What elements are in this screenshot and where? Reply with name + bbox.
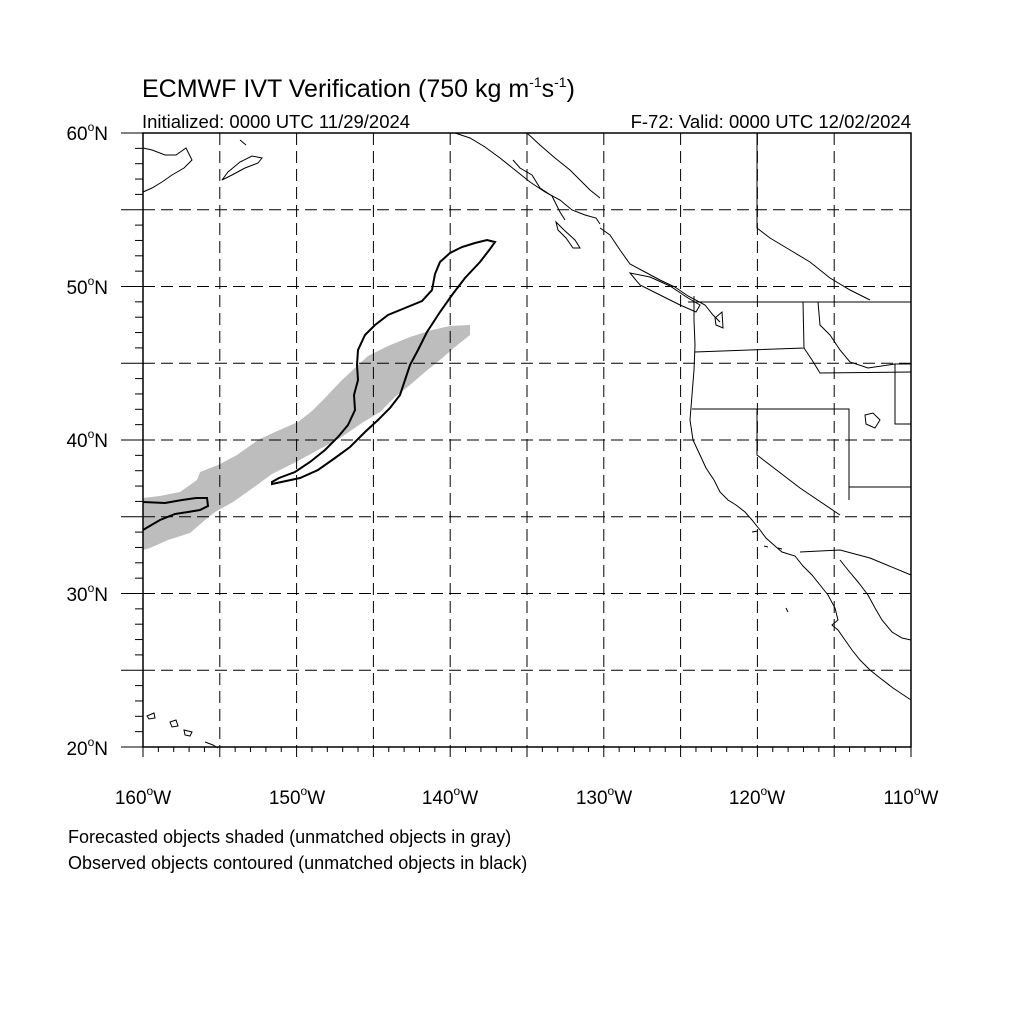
lat-label-40n: 40oN	[66, 427, 108, 452]
observed-object-contour-west	[142, 497, 210, 531]
political-borders	[526, 132, 912, 576]
lon-label-160w: 160oW	[115, 784, 171, 809]
lat-label-30n: 30oN	[66, 581, 108, 606]
lat-label-60n: 60oN	[66, 120, 108, 145]
forecast-object-shaded	[143, 325, 470, 550]
lat-lon-grid	[143, 133, 911, 747]
valid-time-label: F-72: Valid: 0000 UTC 12/02/2024	[631, 111, 911, 132]
lon-label-110w: 110oW	[884, 784, 939, 809]
lon-label-150w: 150oW	[269, 784, 325, 809]
coastlines	[142, 132, 912, 749]
lon-labels: 160oW 150oW 140oW 130oW 120oW 110oW	[115, 784, 939, 809]
lon-label-140w: 140oW	[422, 784, 478, 809]
note-forecast: Forecasted objects shaded (unmatched obj…	[68, 827, 511, 847]
init-time-label: Initialized: 0000 UTC 11/29/2024	[142, 111, 410, 132]
observed-object-contour-main	[271, 238, 497, 486]
lon-label-120w: 120oW	[729, 784, 785, 809]
axis-ticks	[121, 132, 912, 757]
note-observed: Observed objects contoured (unmatched ob…	[68, 853, 527, 873]
lat-label-50n: 50oN	[66, 274, 108, 299]
lat-label-20n: 20oN	[66, 735, 108, 760]
lat-labels: 60oN 50oN 40oN 30oN 20oN	[66, 120, 108, 760]
map-title: ECMWF IVT Verification (750 kg m-1s-1)	[142, 74, 575, 103]
lon-label-130w: 130oW	[576, 784, 632, 809]
